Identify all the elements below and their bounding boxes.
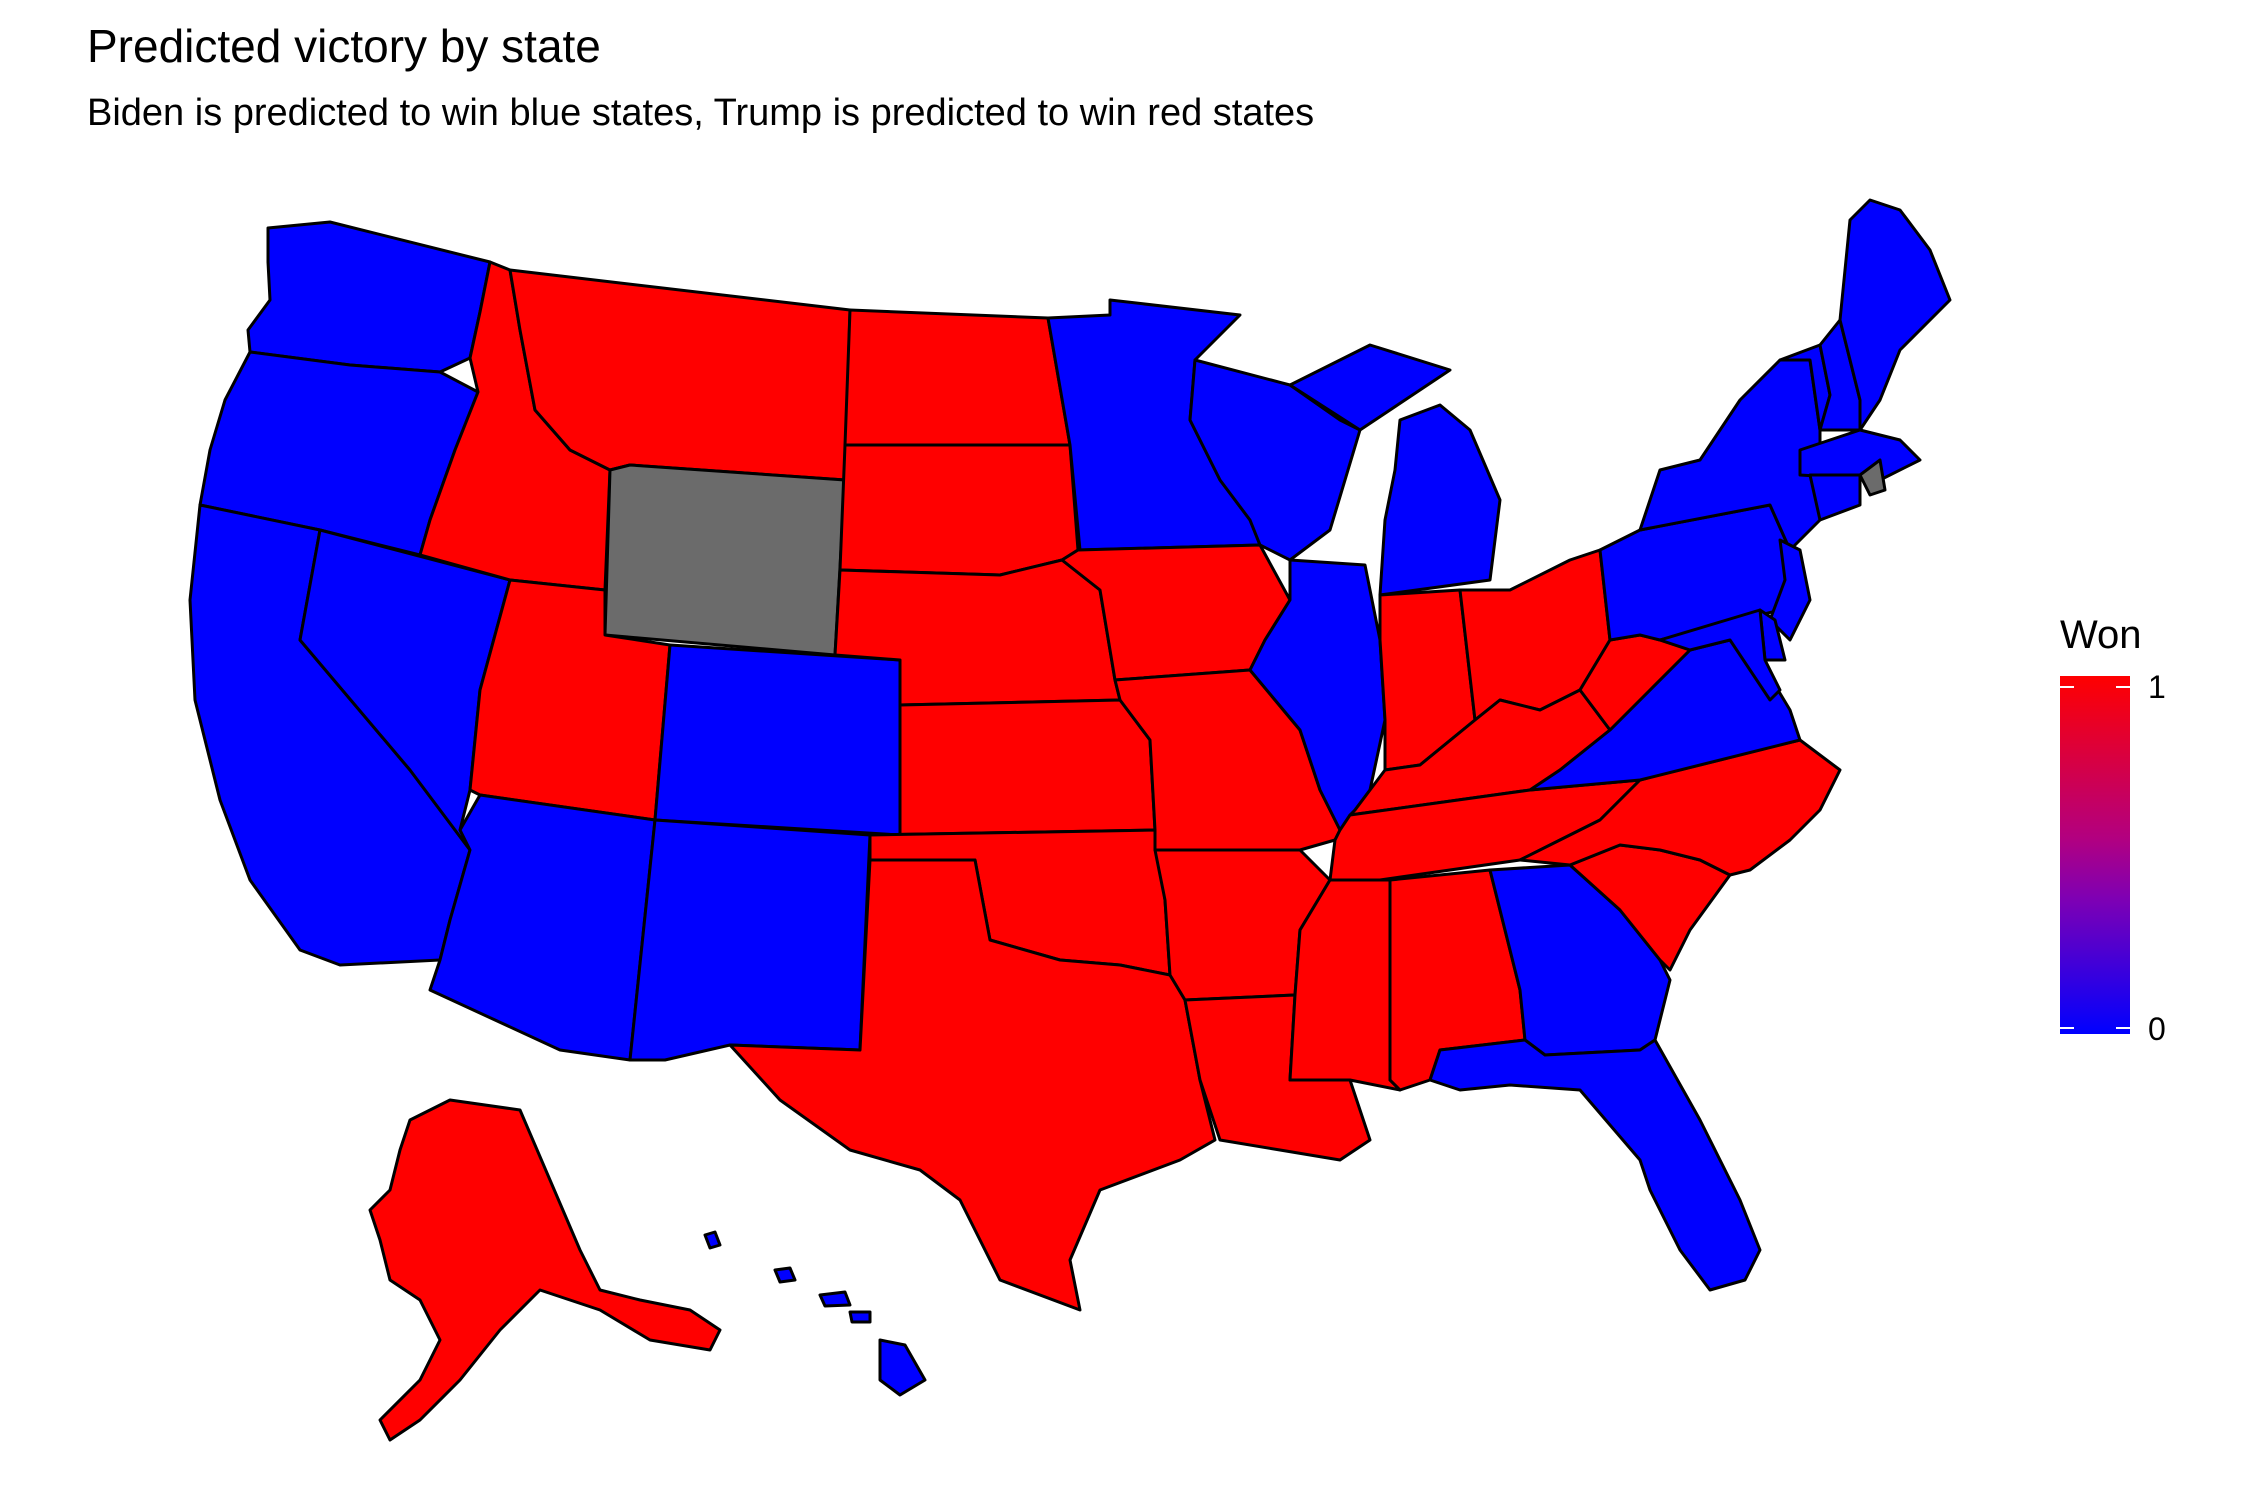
map-title: Predicted victory by state [87,20,601,72]
state-new-mexico[interactable] [628,818,872,1062]
state-michigan[interactable] [1288,343,1502,597]
state-rhode-island[interactable] [1858,458,1887,497]
legend-label-high: 1 [2148,669,2166,705]
state-massachusetts[interactable] [1798,428,1922,482]
state-florida[interactable] [1428,1038,1762,1292]
state-north-carolina[interactable] [1518,738,1842,877]
state-washington[interactable] [246,220,492,374]
state-south-dakota[interactable] [838,443,1080,577]
state-maryland[interactable] [1658,608,1782,702]
state-new-jersey[interactable] [1768,538,1812,642]
legend-label-low: 0 [2148,1011,2166,1047]
state-connecticut[interactable] [1808,473,1862,522]
state-maine[interactable] [1838,198,1952,432]
state-alaska[interactable] [368,1098,722,1442]
state-wyoming[interactable] [603,463,847,657]
state-hawaii[interactable] [703,1230,927,1397]
legend-color-bar [2060,676,2130,1034]
state-arizona[interactable] [428,793,657,1062]
legend-tick-high-left [2060,686,2074,688]
legend-title: Won [2060,613,2142,657]
state-kansas[interactable] [868,698,1157,837]
legend-tick-low-right [2116,1027,2130,1029]
state-north-dakota[interactable] [843,308,1072,447]
state-texas[interactable] [728,858,1217,1312]
legend-tick-high-right [2116,686,2130,688]
state-colorado[interactable] [653,643,902,837]
legend-tick-low-left [2060,1027,2074,1029]
map-subtitle: Biden is predicted to win blue states, T… [87,92,1315,134]
